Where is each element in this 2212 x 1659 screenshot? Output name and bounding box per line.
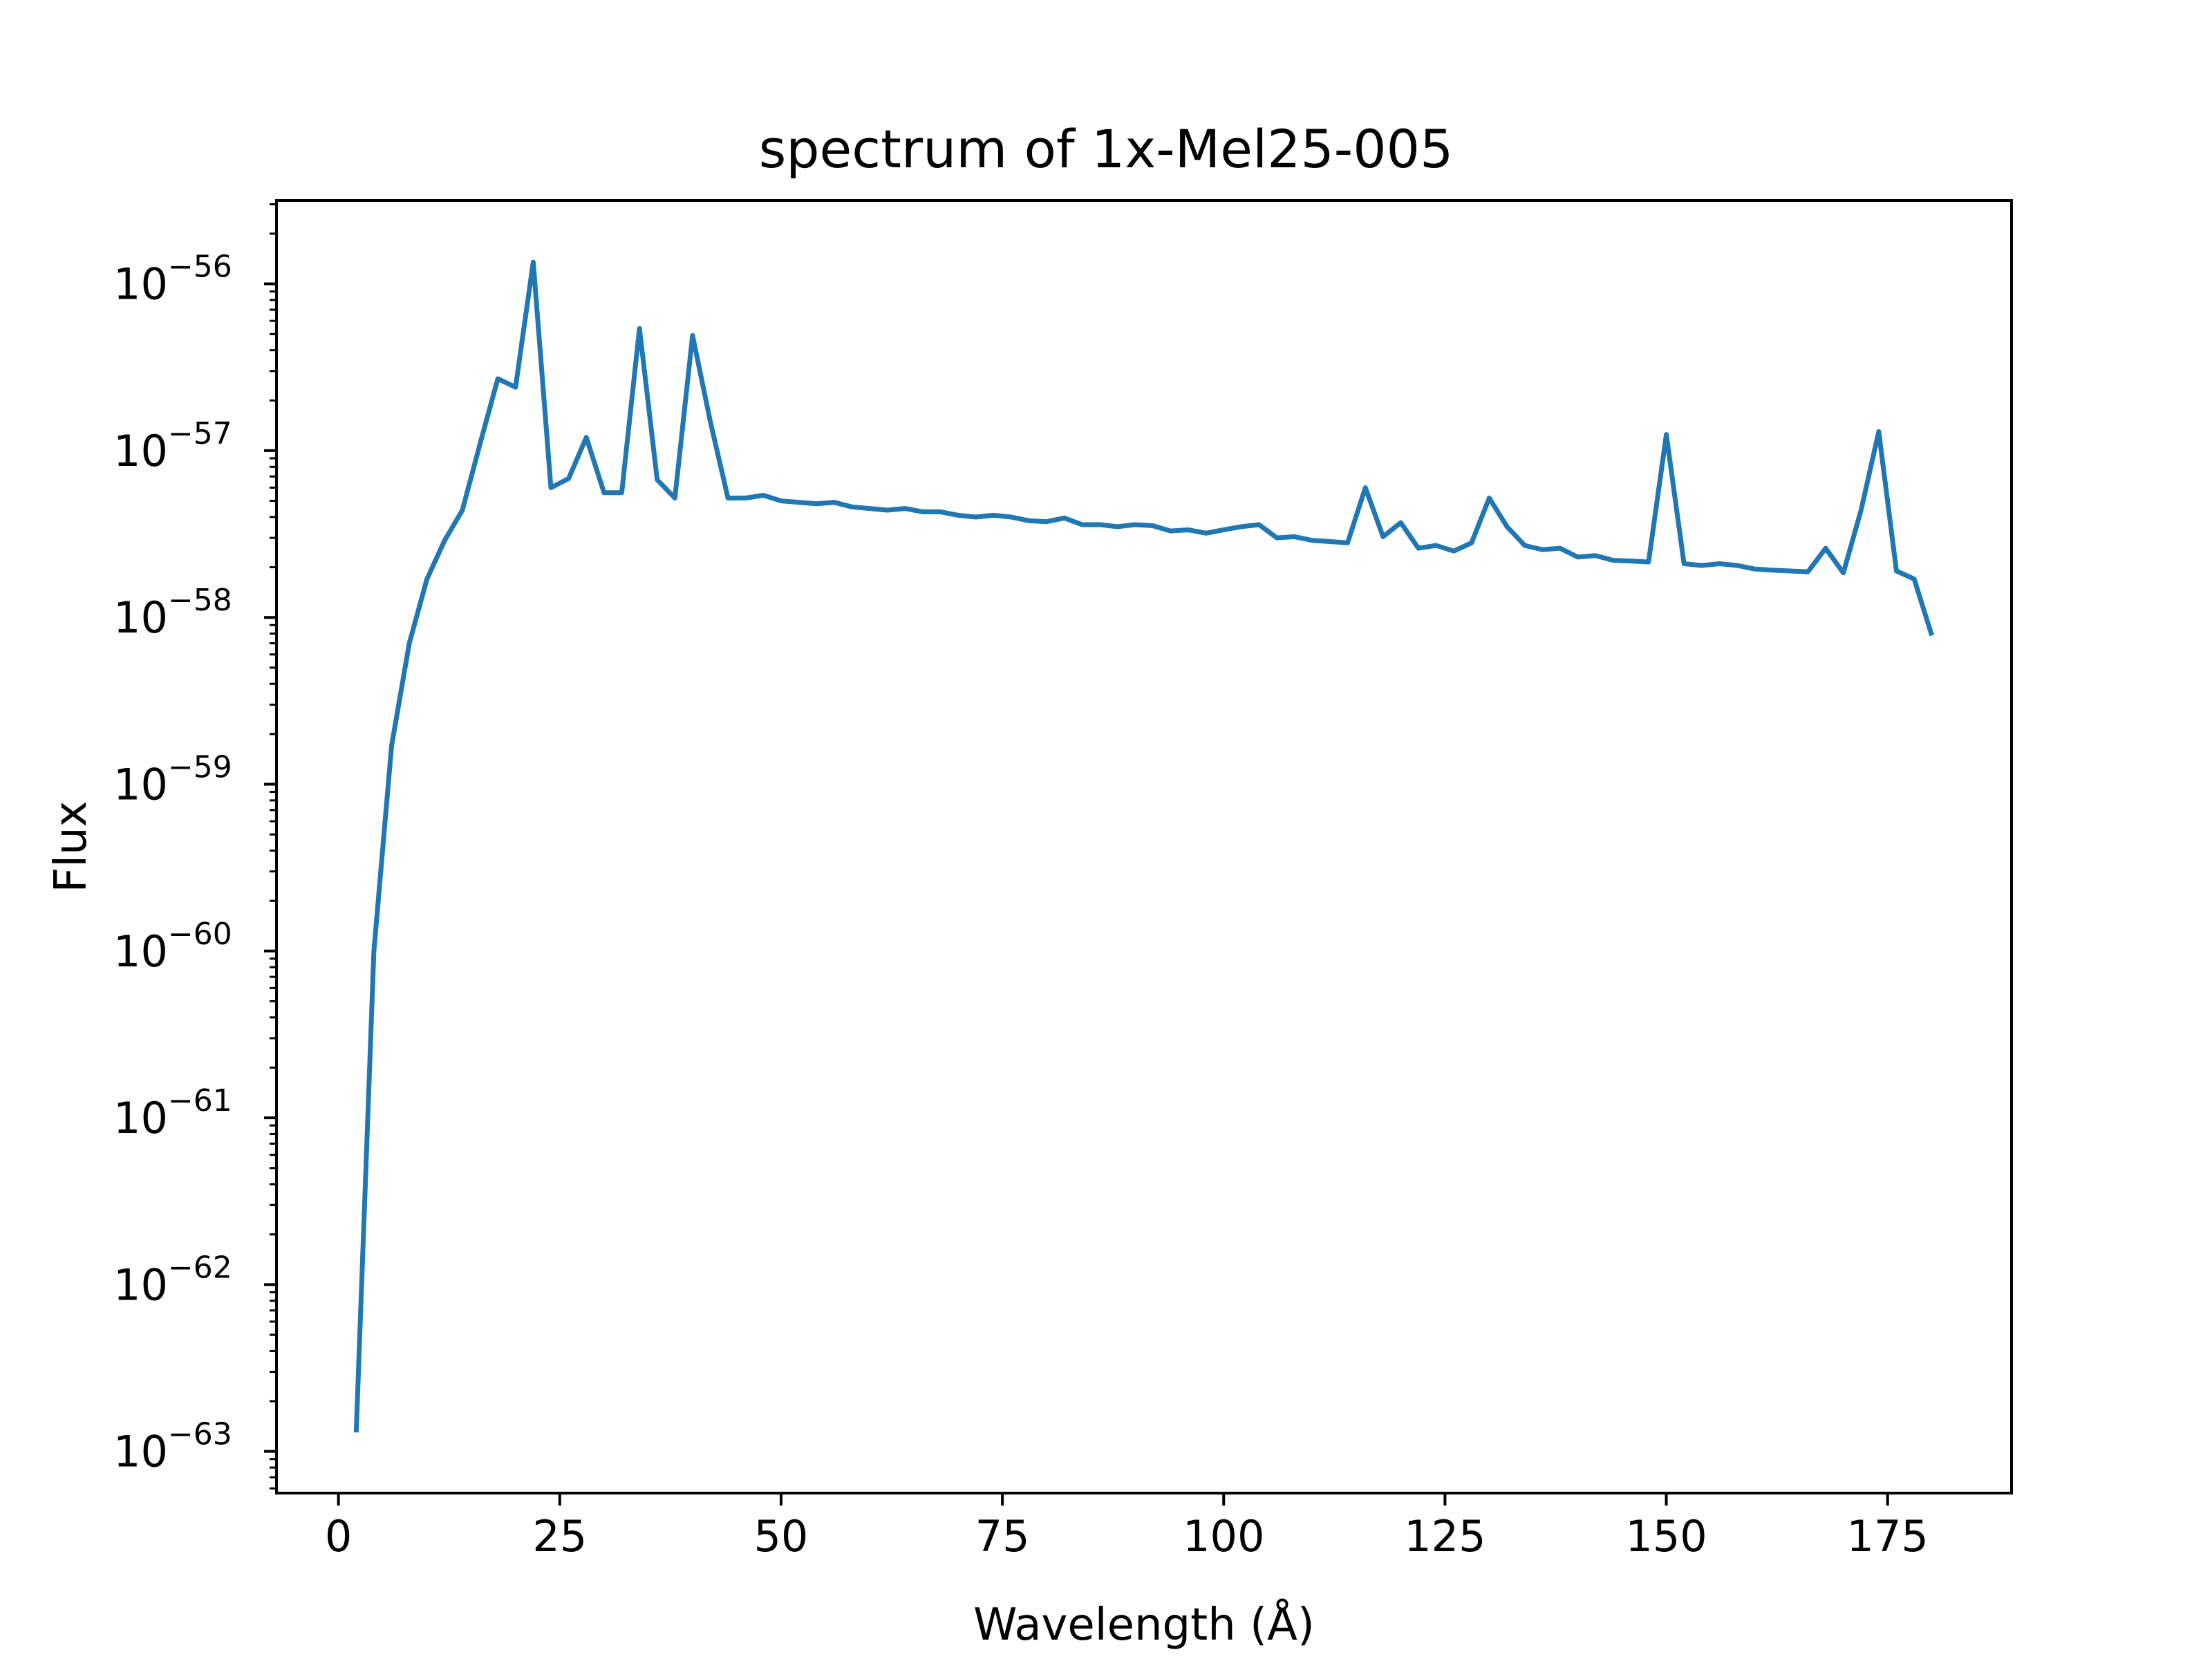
x-tick-label: 0 xyxy=(325,1511,352,1562)
x-tick-label: 175 xyxy=(1847,1511,1929,1562)
x-tick-label: 125 xyxy=(1404,1511,1485,1562)
x-tick-label: 25 xyxy=(532,1511,587,1562)
y-axis-label: Flux xyxy=(46,800,97,892)
plot-frame xyxy=(275,199,2013,1494)
x-tick-label: 100 xyxy=(1183,1511,1264,1562)
x-tick-label: 150 xyxy=(1625,1511,1707,1562)
x-tick-label: 50 xyxy=(753,1511,808,1562)
y-tick-label: 10−62 xyxy=(113,1250,232,1310)
y-tick-label: 10−61 xyxy=(113,1083,232,1143)
x-axis-label: Wavelength (Å) xyxy=(973,1598,1315,1651)
chart-title: spectrum of 1x-Mel25-005 xyxy=(759,118,1454,180)
series-line xyxy=(353,259,1935,1433)
y-tick-label: 10−58 xyxy=(113,583,232,643)
x-tick-label: 75 xyxy=(975,1511,1030,1562)
y-tick-label: 10−60 xyxy=(113,917,232,977)
y-tick-label: 10−57 xyxy=(113,416,232,476)
y-tick-label: 10−63 xyxy=(113,1417,232,1477)
y-tick-label: 10−56 xyxy=(113,250,232,310)
y-tick-label: 10−59 xyxy=(113,750,232,810)
